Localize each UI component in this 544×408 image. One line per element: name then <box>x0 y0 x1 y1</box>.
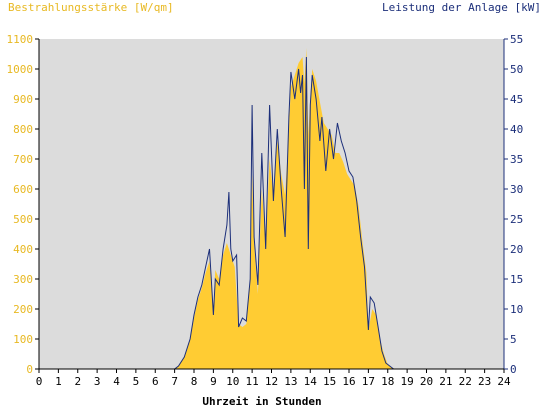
right-tick-label: 0 <box>510 363 517 376</box>
x-tick-label: 0 <box>36 375 43 388</box>
power-line <box>39 56 504 370</box>
axes-layer: 0100200300400500600700800900100011000510… <box>7 33 524 388</box>
left-tick-label: 1100 <box>7 33 34 46</box>
x-tick-label: 20 <box>420 375 433 388</box>
x-tick-label: 21 <box>439 375 452 388</box>
right-tick-label: 25 <box>510 213 523 226</box>
right-axis-title: Leistung der Anlage [kW] <box>382 1 541 14</box>
x-axis-title: Uhrzeit in Stunden <box>202 395 321 408</box>
right-tick-label: 45 <box>510 93 523 106</box>
right-tick-label: 10 <box>510 303 523 316</box>
x-tick-label: 1 <box>55 375 62 388</box>
right-tick-label: 20 <box>510 243 523 256</box>
x-tick-label: 16 <box>342 375 355 388</box>
x-tick-label: 3 <box>94 375 101 388</box>
x-tick-label: 18 <box>381 375 394 388</box>
x-tick-label: 8 <box>191 375 198 388</box>
x-tick-label: 15 <box>323 375 336 388</box>
right-tick-label: 40 <box>510 123 523 136</box>
x-tick-label: 9 <box>210 375 217 388</box>
left-tick-label: 600 <box>13 183 33 196</box>
x-tick-label: 19 <box>401 375 414 388</box>
right-tick-label: 30 <box>510 183 523 196</box>
x-tick-label: 5 <box>133 375 140 388</box>
x-tick-label: 17 <box>362 375 375 388</box>
x-tick-label: 13 <box>284 375 297 388</box>
left-tick-label: 700 <box>13 153 33 166</box>
left-tick-label: 400 <box>13 243 33 256</box>
x-tick-label: 7 <box>171 375 178 388</box>
left-tick-label: 800 <box>13 123 33 136</box>
x-tick-label: 24 <box>497 375 511 388</box>
left-tick-label: 300 <box>13 273 33 286</box>
right-tick-label: 5 <box>510 333 517 346</box>
irradiance-area-layer <box>39 48 504 369</box>
x-tick-label: 12 <box>265 375 278 388</box>
x-tick-label: 23 <box>478 375 491 388</box>
irradiance-area <box>39 48 504 369</box>
left-tick-label: 200 <box>13 303 33 316</box>
right-tick-label: 50 <box>510 63 523 76</box>
x-tick-label: 6 <box>152 375 159 388</box>
left-tick-label: 100 <box>13 333 33 346</box>
left-tick-label: 900 <box>13 93 33 106</box>
right-tick-label: 35 <box>510 153 523 166</box>
right-tick-label: 15 <box>510 273 523 286</box>
x-tick-label: 14 <box>304 375 318 388</box>
x-tick-label: 11 <box>246 375 259 388</box>
x-tick-label: 2 <box>74 375 81 388</box>
right-tick-label: 55 <box>510 33 523 46</box>
x-tick-label: 4 <box>113 375 120 388</box>
left-tick-label: 0 <box>26 363 33 376</box>
x-tick-label: 10 <box>226 375 239 388</box>
left-tick-label: 1000 <box>7 63 34 76</box>
left-axis-title: Bestrahlungsstärke [W/qm] <box>8 1 174 14</box>
x-tick-label: 22 <box>459 375 472 388</box>
left-tick-label: 500 <box>13 213 33 226</box>
power-line-layer <box>39 56 504 370</box>
